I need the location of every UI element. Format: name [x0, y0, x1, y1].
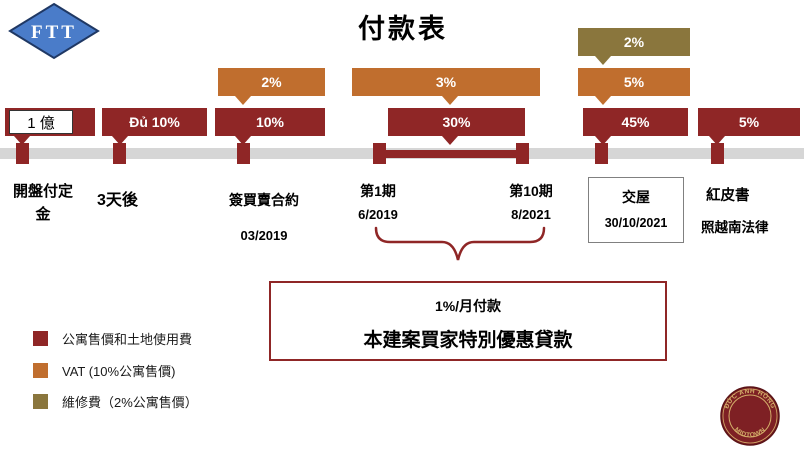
callout-tail	[14, 136, 30, 145]
timeline-marker-handover	[595, 143, 608, 164]
legend-swatch-vat	[33, 363, 48, 378]
box-contract-principal: 10%	[215, 108, 325, 136]
box-contract-vat: 2%	[218, 68, 325, 96]
box-handover-principal: 45%	[583, 108, 688, 136]
ftt-logo-diamond	[8, 2, 100, 60]
box-redbook-principal: 5%	[698, 108, 800, 136]
loan-note-text: 本建案買家特別優惠貸款	[363, 330, 573, 351]
box-installments-vat: 3%	[352, 68, 540, 96]
legend-label: 維修費（2%公寓售價）	[62, 395, 198, 410]
ftt-logo-text: FTT	[31, 22, 77, 43]
loan-note-rate: 1%/月付款	[434, 298, 502, 314]
milestone-handover-card: 交屋 30/10/2021	[588, 177, 684, 243]
legend-swatch-maintenance	[33, 394, 48, 409]
box-handover-vat: 5%	[578, 68, 690, 96]
callout-tail	[595, 136, 611, 145]
box-handover-maintenance: 2%	[578, 28, 690, 56]
callout-tail	[442, 96, 458, 105]
box-after3days-principal: Đủ 10%	[102, 108, 207, 136]
milestone-opening-label: 開盤付定金	[12, 183, 73, 224]
milestone-handover-date: 30/10/2021	[604, 216, 668, 230]
loan-note-box: 1%/月付款 本建案買家特別優惠貸款	[269, 281, 667, 361]
legend-swatch-principal	[33, 331, 48, 346]
timeline-marker-opening	[16, 143, 29, 164]
deposit-amount-tag: 1 億	[9, 110, 73, 134]
ftt-logo: FTT	[8, 2, 100, 60]
installments-brace	[374, 226, 546, 261]
callout-tail	[709, 136, 725, 145]
milestone-contract-date: 03/2019	[240, 228, 288, 243]
timeline-marker-redbook	[711, 143, 724, 164]
callout-tail	[112, 136, 128, 145]
legend-item-vat: VAT (10%公寓售價)	[33, 361, 175, 380]
page-title: 付款表	[358, 14, 448, 44]
milestone-redbook-sublabel: 照越南法律	[701, 220, 769, 235]
installment-period-bar	[379, 150, 523, 158]
callout-tail	[235, 136, 251, 145]
milestone-period1-label: 第1期	[360, 183, 396, 199]
milestone-redbook-label: 紅皮書	[706, 188, 750, 204]
callout-tail	[595, 96, 611, 105]
callout-tail	[235, 96, 251, 105]
legend-item-principal: 公寓售價和土地使用費	[33, 329, 192, 348]
milestone-contract-label: 簽買賣合約	[229, 192, 299, 208]
box-installments-principal: 30%	[388, 108, 525, 136]
milestone-period10-date: 8/2021	[511, 207, 551, 222]
milestone-handover-label: 交屋	[622, 189, 650, 205]
legend-label: VAT (10%公寓售價)	[62, 364, 176, 379]
callout-tail	[595, 56, 611, 65]
company-seal-logo: ĐỨC ANH HỒNG MIDTOWN	[720, 386, 780, 446]
legend-label: 公寓售價和土地使用費	[62, 332, 193, 347]
milestone-period10-label: 第10期	[509, 183, 553, 199]
timeline-marker-after3days	[113, 143, 126, 164]
milestone-after3days-label: 3天後	[97, 192, 138, 209]
legend-item-maintenance: 維修費（2%公寓售價）	[33, 392, 198, 411]
timeline-marker-contract	[237, 143, 250, 164]
milestone-period1-date: 6/2019	[358, 207, 398, 222]
callout-tail	[442, 136, 458, 145]
